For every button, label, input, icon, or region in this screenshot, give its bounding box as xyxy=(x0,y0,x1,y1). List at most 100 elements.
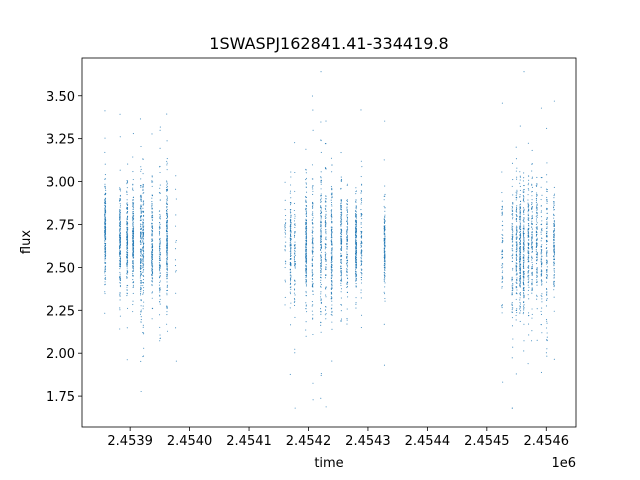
data-point xyxy=(516,220,518,222)
data-point xyxy=(151,222,153,224)
data-point xyxy=(331,282,333,284)
data-point xyxy=(519,215,521,217)
data-point xyxy=(140,228,142,230)
data-point xyxy=(290,184,292,186)
data-point xyxy=(519,223,521,225)
data-point xyxy=(312,314,314,316)
data-point xyxy=(142,204,144,206)
data-point xyxy=(523,233,525,235)
data-point xyxy=(528,217,530,219)
data-point xyxy=(536,204,538,206)
data-point xyxy=(159,171,161,174)
data-point xyxy=(519,242,521,244)
data-point xyxy=(127,270,129,272)
data-point xyxy=(519,275,521,277)
data-point xyxy=(527,213,529,215)
data-point xyxy=(536,270,538,272)
data-point xyxy=(346,283,348,285)
data-point xyxy=(523,213,525,215)
data-point xyxy=(340,208,342,210)
data-point xyxy=(346,183,348,185)
data-point xyxy=(142,255,144,257)
data-point xyxy=(166,251,168,253)
data-point xyxy=(166,212,168,215)
data-point xyxy=(330,229,332,231)
data-point xyxy=(166,242,168,244)
data-point xyxy=(502,240,504,242)
data-point xyxy=(346,251,348,253)
data-point xyxy=(511,206,514,208)
data-point xyxy=(305,199,307,201)
data-point xyxy=(540,224,542,226)
data-point xyxy=(527,244,530,246)
data-point xyxy=(383,291,385,293)
data-point xyxy=(140,234,142,236)
data-point xyxy=(325,260,327,263)
data-point xyxy=(284,245,286,247)
data-point xyxy=(516,282,518,284)
data-point xyxy=(306,240,308,242)
data-point xyxy=(546,162,548,164)
data-point xyxy=(132,270,134,272)
data-point xyxy=(340,188,342,190)
data-point xyxy=(151,271,153,274)
data-point xyxy=(166,311,168,313)
data-point xyxy=(320,373,322,375)
data-point xyxy=(151,260,153,262)
data-point xyxy=(527,142,529,144)
data-point xyxy=(175,292,177,294)
data-point xyxy=(540,324,542,326)
data-point xyxy=(511,229,513,231)
data-point xyxy=(331,240,333,243)
data-point xyxy=(355,269,357,271)
data-point xyxy=(511,208,513,210)
data-point xyxy=(312,129,314,131)
data-point xyxy=(553,249,555,251)
data-point xyxy=(104,219,106,221)
data-point xyxy=(340,233,343,236)
data-point xyxy=(159,264,161,266)
data-point xyxy=(330,288,333,291)
data-point xyxy=(166,255,168,257)
data-point xyxy=(119,315,121,317)
data-point xyxy=(546,339,548,341)
data-point xyxy=(553,231,555,233)
data-point xyxy=(512,210,514,213)
data-point xyxy=(523,257,525,259)
data-point xyxy=(290,238,292,241)
data-point xyxy=(312,241,314,243)
data-point xyxy=(519,280,521,282)
data-point xyxy=(522,194,524,196)
data-point xyxy=(151,239,153,241)
data-point xyxy=(515,256,517,258)
data-point xyxy=(531,228,533,230)
data-point xyxy=(501,171,503,173)
data-point xyxy=(284,209,286,211)
data-point xyxy=(105,247,107,249)
data-point xyxy=(320,236,322,238)
data-point xyxy=(528,298,530,300)
data-point xyxy=(166,267,168,269)
data-point xyxy=(132,257,134,259)
data-point xyxy=(330,215,332,217)
data-point xyxy=(528,204,530,206)
data-point xyxy=(519,225,521,227)
data-point xyxy=(331,189,333,191)
data-point xyxy=(166,257,169,259)
data-point xyxy=(305,233,307,235)
data-point xyxy=(553,286,555,288)
data-point xyxy=(340,216,342,218)
data-point xyxy=(166,160,168,162)
data-point xyxy=(515,210,517,212)
data-point xyxy=(340,217,342,219)
data-point xyxy=(523,308,525,310)
data-point xyxy=(515,373,517,375)
data-point xyxy=(320,291,322,293)
data-point xyxy=(151,273,154,275)
data-point xyxy=(531,237,533,239)
data-point xyxy=(312,304,314,306)
data-point xyxy=(361,214,363,216)
data-point xyxy=(519,217,521,219)
data-point xyxy=(384,221,386,223)
data-point xyxy=(330,279,332,282)
